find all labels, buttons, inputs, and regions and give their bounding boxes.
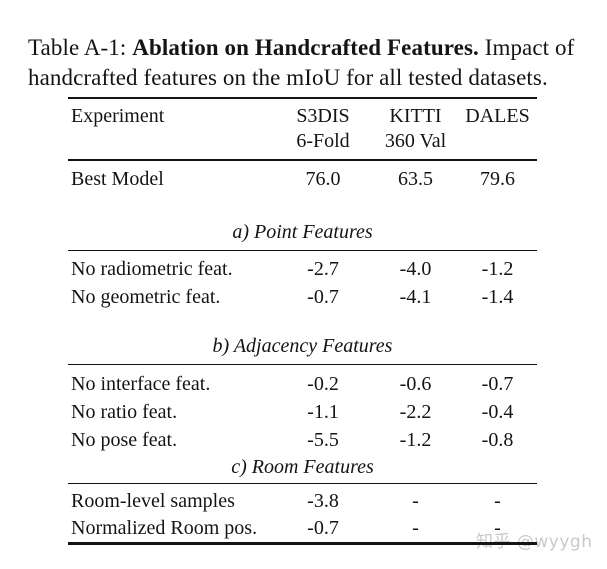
table-bottom-rule: [68, 542, 537, 545]
cell-dales: -1.2: [481, 258, 514, 280]
column-header-dales: DALES: [458, 104, 537, 154]
row-label: Normalized Room pos.: [71, 517, 258, 539]
cell-s3dis: -3.8: [307, 490, 339, 512]
cell-dales: -1.4: [481, 286, 514, 308]
table-top-rule: [68, 97, 537, 99]
s3dis-line1: S3DIS: [296, 105, 350, 127]
cell-s3dis: -2.7: [307, 258, 339, 280]
cell-dales: -: [494, 517, 501, 539]
table-row: No interface feat. -0.2 -0.6 -0.7: [68, 370, 537, 398]
cell-s3dis: -1.1: [307, 401, 339, 423]
table-header-row: Experiment S3DIS 6-Fold KITTI 360 Val DALE…: [68, 99, 537, 159]
row-label: No pose feat.: [71, 429, 178, 451]
cell-s3dis: 76.0: [305, 168, 341, 190]
section-title-point-features: a) Point Features: [232, 221, 373, 243]
table-row: Room-level samples -3.8 - -: [68, 488, 537, 515]
row-label: No geometric feat.: [71, 286, 221, 308]
table-row-best-model: Best Model 76.0 63.5 79.6: [68, 161, 537, 197]
cell-s3dis: -0.7: [307, 517, 339, 539]
caption-title: Ablation on Handcrafted Features.: [132, 35, 479, 60]
kitti-line2: 360 Val: [384, 130, 447, 152]
table-row: No pose feat. -5.5 -1.2 -0.8: [68, 426, 537, 454]
cell-dales: 79.6: [480, 168, 515, 190]
section-a-rows: No radiometric feat. -2.7 -4.0 -1.2 No g…: [68, 251, 537, 311]
row-label: Best Model: [71, 168, 164, 190]
section-b-rows: No interface feat. -0.2 -0.6 -0.7 No rat…: [68, 365, 537, 454]
column-header-s3dis: S3DIS 6-Fold: [273, 104, 373, 154]
row-label: Room-level samples: [71, 490, 235, 512]
cell-s3dis: -0.2: [307, 373, 339, 395]
table-row: Normalized Room pos. -0.7 - -: [68, 515, 537, 542]
table-row: No ratio feat. -1.1 -2.2 -0.4: [68, 398, 537, 426]
cell-dales: -: [494, 490, 501, 512]
row-label: No ratio feat.: [71, 401, 178, 423]
table-row: No radiometric feat. -2.7 -4.0 -1.2: [68, 255, 537, 283]
row-label: No interface feat.: [71, 373, 211, 395]
cell-s3dis: -5.5: [307, 429, 339, 451]
cell-dales: -0.7: [481, 373, 514, 395]
cell-kitti: -1.2: [399, 429, 432, 451]
cell-dales: -0.8: [481, 429, 514, 451]
column-header-kitti: KITTI 360 Val: [373, 104, 458, 154]
header-bottom-rule: [68, 159, 537, 161]
cell-kitti: -2.2: [399, 401, 432, 423]
caption-prefix: Table A-1:: [28, 35, 133, 60]
section-c-rule: [68, 483, 537, 484]
cell-kitti: -4.1: [399, 286, 432, 308]
table-caption: Table A-1: Ablation on Handcrafted Featu…: [28, 33, 594, 93]
section-title-adjacency-features: b) Adjacency Features: [212, 335, 393, 357]
section-b-rule: [68, 364, 537, 365]
cell-kitti: -: [412, 517, 419, 539]
ablation-table: Experiment S3DIS 6-Fold KITTI 360 Val DALE…: [68, 97, 537, 545]
cell-kitti: 63.5: [398, 168, 433, 190]
table-row: No geometric feat. -0.7 -4.1 -1.4: [68, 283, 537, 311]
section-a-rule: [68, 250, 537, 251]
section-title-room-features: c) Room Features: [231, 456, 374, 478]
cell-kitti: -: [412, 490, 419, 512]
row-label: No radiometric feat.: [71, 258, 233, 280]
dales-line1: DALES: [465, 105, 530, 127]
cell-kitti: -0.6: [399, 373, 432, 395]
column-header-experiment: Experiment: [71, 105, 165, 127]
s3dis-line2: 6-Fold: [296, 130, 350, 152]
cell-s3dis: -0.7: [307, 286, 339, 308]
kitti-line1: KITTI: [389, 105, 442, 127]
caption-text-line1: Impact of: [478, 35, 575, 60]
section-c-rows: Room-level samples -3.8 - - Normalized R…: [68, 484, 537, 542]
caption-text-line2: handcrafted features on the mIoU for all…: [28, 65, 548, 90]
cell-dales: -0.4: [481, 401, 514, 423]
cell-kitti: -4.0: [399, 258, 432, 280]
